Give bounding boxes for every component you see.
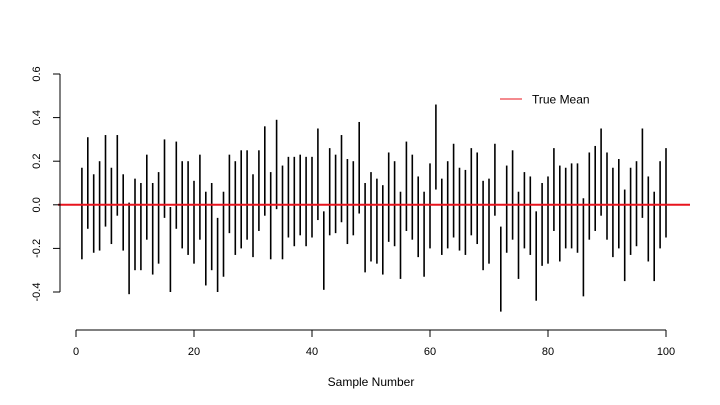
intervals-layer [81,104,667,312]
x-tick-label: 40 [306,346,318,358]
x-axis: 0 20 40 60 80 100 [73,329,675,358]
y-tick-label: -0.2 [31,239,43,258]
legend-label-true-mean: True Mean [532,93,590,107]
y-tick-label: 0.6 [31,66,43,81]
x-tick-label: 60 [424,346,436,358]
y-tick-label: -0.4 [31,283,43,302]
x-tick-label: 100 [657,346,675,358]
x-tick-label: 80 [542,346,554,358]
x-tick-label: 0 [73,346,79,358]
y-axis: -0.4 -0.2 0.0 0.2 0.4 0.6 [31,66,61,302]
x-axis-title: Sample Number [328,375,415,389]
y-tick-label: 0.2 [31,154,43,169]
y-tick-label: 0.4 [31,110,43,125]
legend: True Mean [500,93,590,107]
y-tick-label: 0.0 [31,197,43,212]
x-tick-label: 20 [188,346,200,358]
